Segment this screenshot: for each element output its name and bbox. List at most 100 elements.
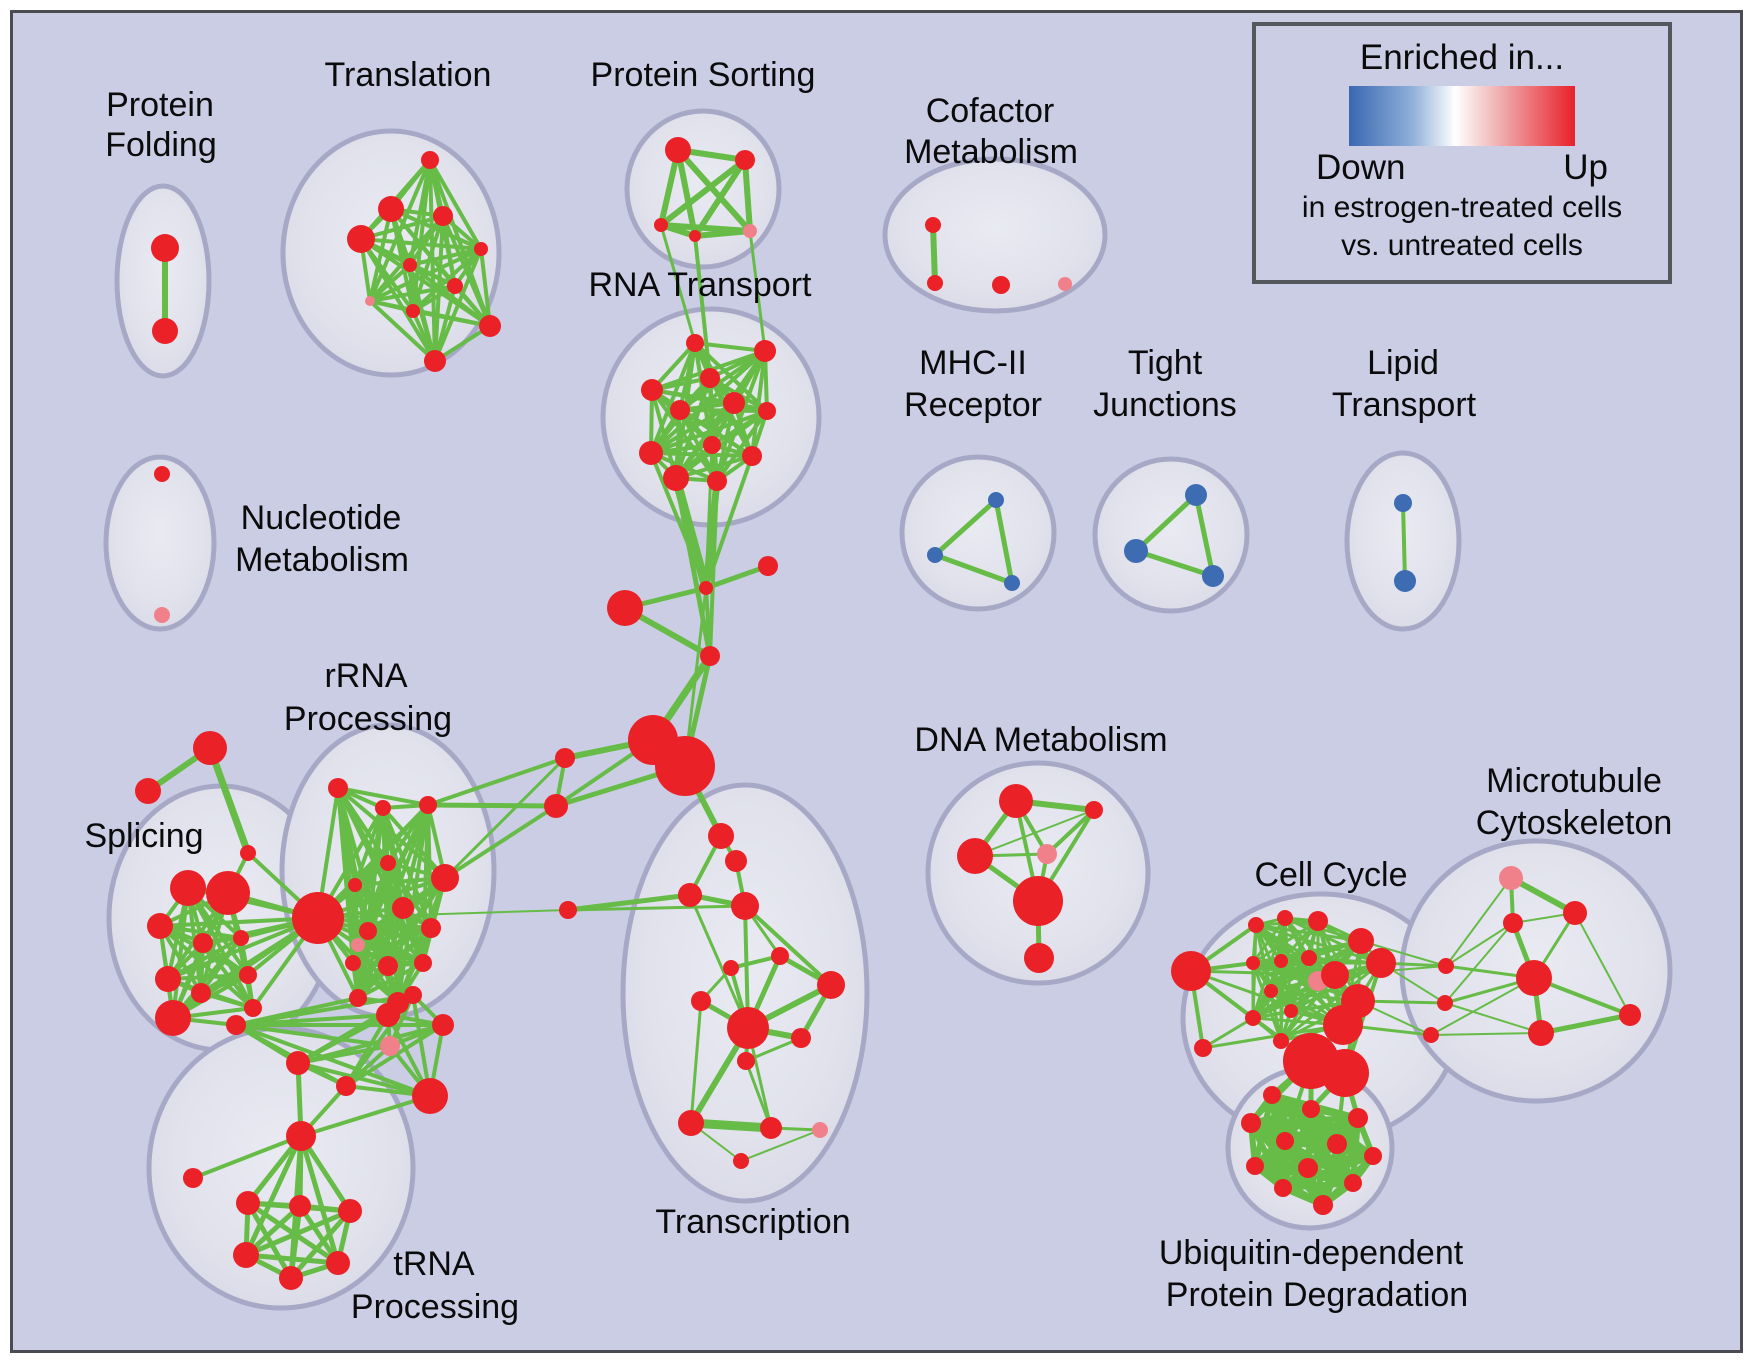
node-mh2[interactable] (927, 547, 943, 563)
node-rt8[interactable] (703, 436, 721, 454)
node-ts8[interactable] (678, 1110, 704, 1136)
node-pf1[interactable] (151, 234, 179, 262)
node-ub10[interactable] (1274, 1179, 1292, 1197)
node-rr7[interactable] (392, 897, 414, 919)
node-mt3[interactable] (1503, 913, 1523, 933)
node-t2[interactable] (378, 196, 404, 222)
node-ub8[interactable] (1246, 1157, 1264, 1175)
node-ts6[interactable] (791, 1028, 811, 1048)
node-mcc3[interactable] (1423, 1027, 1439, 1043)
node-rr5[interactable] (348, 878, 362, 892)
node-rt2[interactable] (754, 340, 776, 362)
node-dm3[interactable] (957, 838, 993, 874)
node-dm6[interactable] (1024, 943, 1054, 973)
node-cy8[interactable] (1301, 950, 1317, 966)
node-rr8[interactable] (359, 922, 377, 940)
node-cf4[interactable] (1058, 277, 1072, 291)
node-dm2[interactable] (1085, 801, 1103, 819)
node-ub12[interactable] (1313, 1195, 1333, 1215)
node-sp1[interactable] (170, 870, 206, 906)
node-ph[interactable] (351, 938, 365, 952)
node-dt6[interactable] (432, 1014, 454, 1036)
node-sp10[interactable] (244, 999, 262, 1017)
node-rt9[interactable] (639, 441, 663, 465)
node-dt10[interactable] (183, 1168, 203, 1188)
node-mt1[interactable] (1499, 866, 1523, 890)
node-ts10[interactable] (812, 1122, 828, 1138)
node-ub7[interactable] (1364, 1147, 1382, 1165)
node-mt6[interactable] (1619, 1004, 1641, 1026)
node-st3[interactable] (240, 845, 256, 861)
node-rt3[interactable] (700, 368, 720, 388)
node-cy1[interactable] (1171, 951, 1211, 991)
node-mt4[interactable] (1516, 960, 1552, 996)
node-dt3[interactable] (336, 1076, 356, 1096)
node-sp9[interactable] (239, 966, 257, 984)
node-rr2[interactable] (375, 800, 391, 816)
node-rt12[interactable] (707, 471, 727, 491)
node-ub9[interactable] (1298, 1158, 1318, 1178)
node-mt5[interactable] (1528, 1020, 1554, 1046)
node-tc4[interactable] (731, 892, 759, 920)
node-ts11[interactable] (733, 1153, 749, 1169)
node-rt1[interactable] (686, 334, 704, 352)
node-rr3[interactable] (419, 796, 437, 814)
node-sp7[interactable] (191, 983, 211, 1003)
node-ub3[interactable] (1348, 1108, 1368, 1128)
node-cy20[interactable] (1273, 1033, 1289, 1049)
node-rr4[interactable] (380, 855, 396, 871)
node-cy15[interactable] (1366, 948, 1396, 978)
node-cy14[interactable] (1348, 928, 1374, 954)
node-tr1[interactable] (236, 1191, 260, 1215)
node-t6[interactable] (403, 258, 417, 272)
node-t4[interactable] (347, 225, 375, 253)
node-rt11[interactable] (663, 465, 689, 491)
node-t9[interactable] (406, 304, 420, 318)
node-hub2[interactable] (655, 736, 715, 796)
node-lt1[interactable] (1394, 494, 1412, 512)
node-sp4[interactable] (193, 933, 213, 953)
node-dt1[interactable] (226, 1015, 246, 1035)
node-tj2[interactable] (1124, 539, 1148, 563)
node-tr2[interactable] (289, 1195, 311, 1217)
node-ps5[interactable] (743, 224, 757, 238)
node-rt6[interactable] (723, 392, 745, 414)
node-mh3[interactable] (1004, 575, 1020, 591)
node-ub11[interactable] (1344, 1174, 1362, 1192)
node-dt4[interactable] (376, 1003, 400, 1027)
node-cc6[interactable] (544, 794, 568, 818)
node-lt2[interactable] (1394, 570, 1416, 592)
node-tr6[interactable] (279, 1266, 303, 1290)
node-tr4[interactable] (233, 1242, 259, 1268)
node-tj1[interactable] (1185, 484, 1207, 506)
node-cc3[interactable] (607, 590, 643, 626)
node-ts5[interactable] (727, 1007, 769, 1049)
node-tr5[interactable] (326, 1251, 350, 1275)
node-cc4[interactable] (700, 646, 720, 666)
node-cy13[interactable] (1321, 961, 1349, 989)
node-ps3[interactable] (654, 218, 668, 232)
node-tr3[interactable] (338, 1199, 362, 1223)
node-st2[interactable] (135, 778, 161, 804)
node-dt7[interactable] (380, 1036, 400, 1056)
node-cy4[interactable] (1277, 910, 1293, 926)
node-ub6[interactable] (1327, 1134, 1347, 1154)
node-rr11[interactable] (378, 956, 398, 976)
node-sp8[interactable] (155, 1000, 191, 1036)
node-rt10[interactable] (742, 446, 762, 466)
node-cy19[interactable] (1321, 1049, 1369, 1097)
node-ub2[interactable] (1302, 1100, 1320, 1118)
node-dm5[interactable] (1013, 876, 1063, 926)
node-cf2[interactable] (927, 275, 943, 291)
node-rt5[interactable] (670, 400, 690, 420)
node-rr12[interactable] (414, 954, 432, 972)
node-cy10[interactable] (1264, 984, 1278, 998)
node-tc3[interactable] (678, 883, 702, 907)
node-t1[interactable] (421, 151, 439, 169)
node-dm4[interactable] (1037, 844, 1057, 864)
node-cy6[interactable] (1246, 956, 1260, 970)
node-cc7[interactable] (559, 901, 577, 919)
node-cy5[interactable] (1308, 911, 1328, 931)
node-ts2[interactable] (817, 971, 845, 999)
node-sp6[interactable] (155, 966, 181, 992)
